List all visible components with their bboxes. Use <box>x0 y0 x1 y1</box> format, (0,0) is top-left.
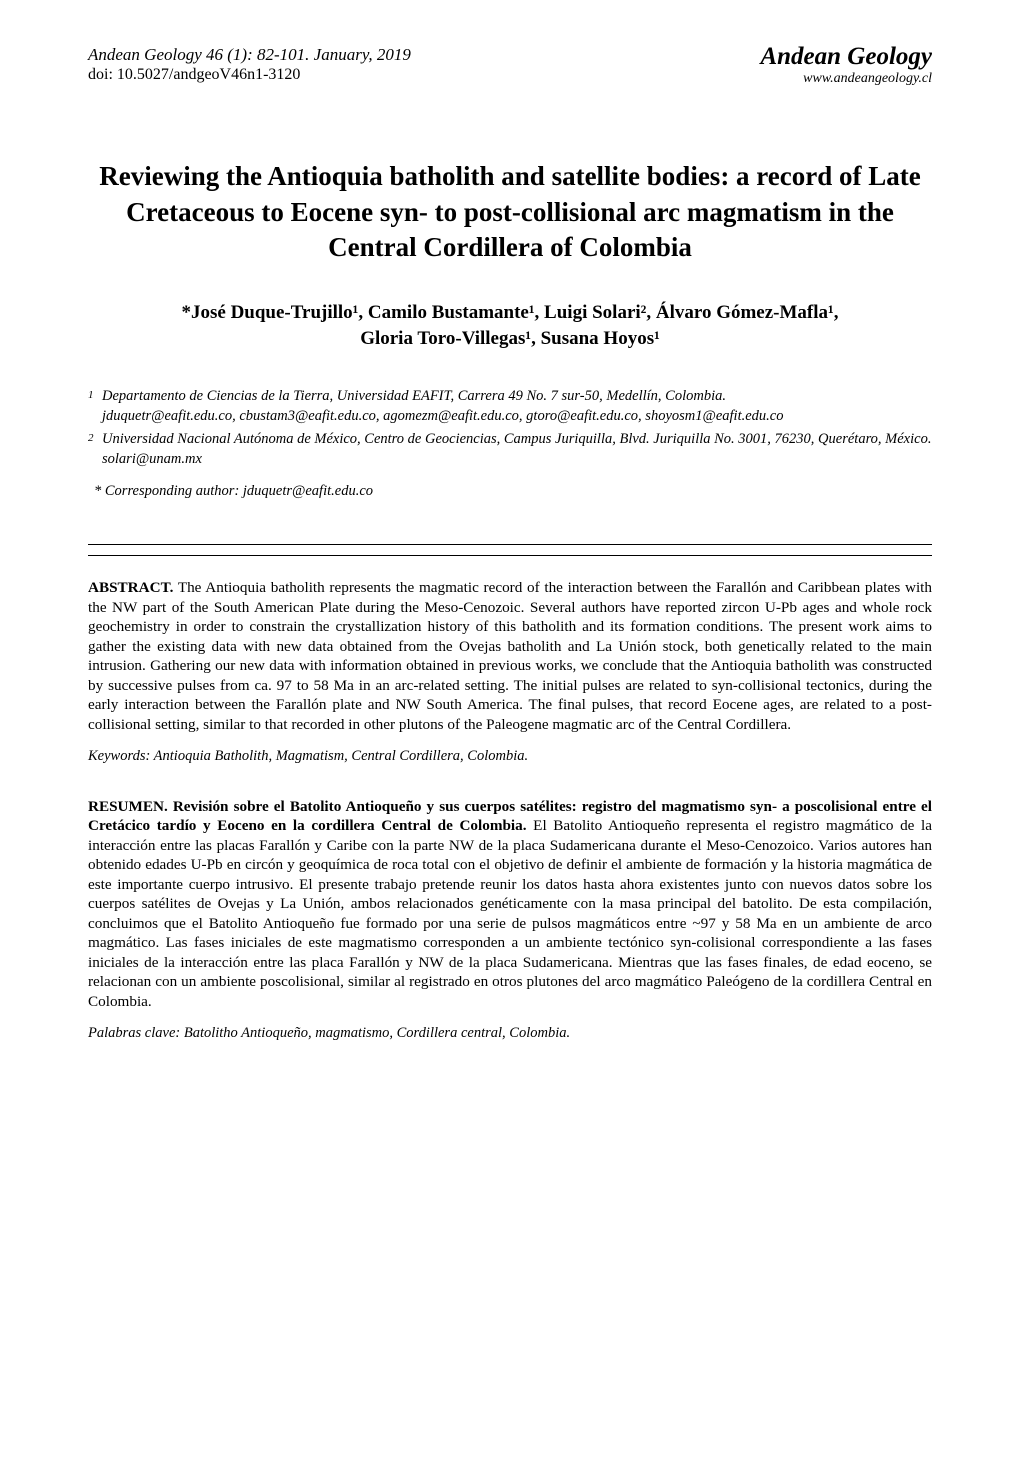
palabras-clave-line: Palabras clave: Batolitho Antioqueño, ma… <box>88 1025 932 1042</box>
corresponding-author: * Corresponding author: jduquetr@eafit.e… <box>94 483 932 500</box>
affiliation-2-number: 2 <box>88 430 102 469</box>
affiliation-1-body: Departamento de Ciencias de la Tierra, U… <box>102 387 932 426</box>
affiliation-1-emails: jduquetr@eafit.edu.co, cbustam3@eafit.ed… <box>102 408 783 424</box>
abstract-block: ABSTRACT. The Antioquia batholith repres… <box>88 578 932 734</box>
keywords-line: Keywords: Antioquia Batholith, Magmatism… <box>88 748 932 765</box>
affiliations-block: 1 Departamento de Ciencias de la Tierra,… <box>88 387 932 469</box>
doi-line: doi: 10.5027/andgeoV46n1-3120 <box>88 65 411 85</box>
journal-issue-line: Andean Geology 46 (1): 82-101. January, … <box>88 44 411 65</box>
affiliation-1-number: 1 <box>88 387 102 426</box>
affiliation-2-emails: solari@unam.mx <box>102 451 202 467</box>
abstract-text: The Antioquia batholith represents the m… <box>88 579 932 732</box>
resumen-label: RESUMEN. <box>88 798 173 815</box>
header-left: Andean Geology 46 (1): 82-101. January, … <box>88 44 411 85</box>
abstract-label: ABSTRACT. <box>88 579 173 596</box>
author-list: *José Duque-Trujillo¹, Camilo Bustamante… <box>88 300 932 351</box>
horizontal-rule-top <box>88 544 932 545</box>
affiliation-1: 1 Departamento de Ciencias de la Tierra,… <box>88 387 932 426</box>
article-title: Reviewing the Antioquia batholith and sa… <box>88 159 932 266</box>
page: Andean Geology 46 (1): 82-101. January, … <box>0 0 1020 1461</box>
running-header: Andean Geology 46 (1): 82-101. January, … <box>88 44 932 87</box>
resumen-text: El Batolito Antioqueño representa el reg… <box>88 817 932 1009</box>
affiliation-2-body: Universidad Nacional Autónoma de México,… <box>102 430 932 469</box>
header-right: Andean Geology www.andeangeology.cl <box>760 44 932 87</box>
authors-line-1: *José Duque-Trujillo¹, Camilo Bustamante… <box>88 300 932 326</box>
affiliation-2: 2 Universidad Nacional Autónoma de Méxic… <box>88 430 932 469</box>
journal-brand: Andean Geology <box>760 44 932 69</box>
affiliation-1-text: Departamento de Ciencias de la Tierra, U… <box>102 388 726 404</box>
journal-website: www.andeangeology.cl <box>760 71 932 87</box>
resumen-block: RESUMEN. Revisión sobre el Batolito Anti… <box>88 797 932 1011</box>
authors-line-2: Gloria Toro-Villegas¹, Susana Hoyos¹ <box>88 326 932 352</box>
horizontal-rule-bottom <box>88 555 932 556</box>
affiliation-2-text: Universidad Nacional Autónoma de México,… <box>102 431 931 447</box>
